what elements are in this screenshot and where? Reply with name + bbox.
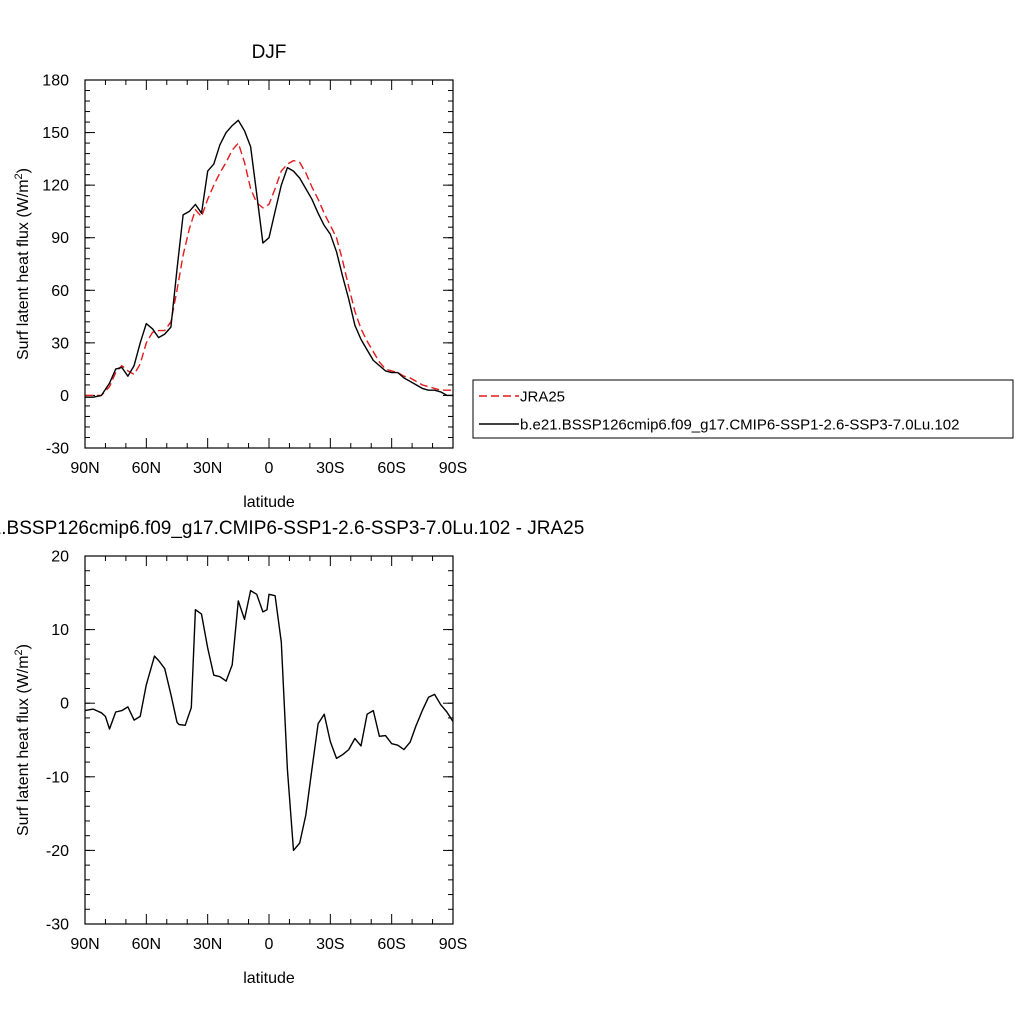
y-tick-label: 180 (42, 73, 69, 90)
legend-label: JRA25 (520, 389, 565, 406)
y-tick-label: -30 (46, 441, 69, 458)
x-tick-label: 30N (193, 460, 222, 477)
x-tick-label: 60S (377, 460, 405, 477)
x-tick-label: 60N (132, 936, 161, 953)
y-tick-label: 90 (51, 230, 69, 247)
x-tick-label: 30N (193, 936, 222, 953)
x-tick-label: 90N (70, 460, 99, 477)
legend-label: b.e21.BSSP126cmip6.f09_g17.CMIP6-SSP1-2.… (520, 417, 959, 434)
y-tick-label: 20 (51, 549, 69, 566)
series-line-jra25 (85, 142, 453, 397)
y-tick-label: 60 (51, 283, 69, 300)
x-tick-label: 60N (132, 460, 161, 477)
y-tick-label: 0 (60, 388, 69, 405)
y-tick-label: 120 (42, 178, 69, 195)
y-tick-label: 30 (51, 335, 69, 352)
chart-title: DJF (252, 42, 287, 63)
chart-title: b.e21.BSSP126cmip6.f09_g17.CMIP6-SSP1-2.… (0, 518, 584, 539)
y-axis-label: Surf latent heat flux (W/m2) (13, 168, 32, 360)
legend: JRA25 b.e21.BSSP126cmip6.f09_g17.CMIP6-SS… (472, 379, 1014, 439)
y-tick-label: -10 (46, 769, 69, 786)
x-tick-label: 60S (377, 936, 405, 953)
x-axis-label: latitude (243, 494, 295, 511)
y-axis-label-superscript: 2 (13, 649, 25, 655)
y-axis-label-text: Surf latent heat flux (W/m (15, 655, 32, 836)
y-tick-label: 0 (60, 696, 69, 713)
x-tick-label: 30S (316, 460, 344, 477)
y-axis-label: Surf latent heat flux (W/m2) (13, 644, 32, 836)
y-axis-label-close: ) (15, 168, 32, 173)
plot-frame (84, 555, 454, 925)
bottom-panel-difference: b.e21.BSSP126cmip6.f09_g17.CMIP6-SSP1-2.… (0, 518, 584, 987)
y-tick-label: 150 (42, 125, 69, 142)
y-tick-label: -30 (46, 917, 69, 934)
y-axis-label-superscript: 2 (13, 173, 25, 179)
y-tick-label: -20 (46, 843, 69, 860)
plot-frame (84, 79, 454, 449)
series-line-model (85, 119, 453, 398)
x-axis-label: latitude (243, 970, 295, 987)
y-tick-label: 10 (51, 622, 69, 639)
x-tick-label: 30S (316, 936, 344, 953)
y-axis-label-close: ) (15, 644, 32, 649)
x-tick-label: 0 (265, 936, 274, 953)
legend-frame (472, 379, 1014, 439)
series-line-model (84, 589, 454, 852)
x-tick-label: 0 (265, 460, 274, 477)
top-panel-djf: DJF 90N 60N 30N 0 30S 60S 90S -30 0 30 60 90 120 150 18… (13, 42, 467, 511)
x-tick-label: 90N (70, 936, 99, 953)
x-tick-label: 90S (439, 936, 467, 953)
y-axis-label-text: Surf latent heat flux (W/m (15, 179, 32, 360)
x-tick-label: 90S (439, 460, 467, 477)
